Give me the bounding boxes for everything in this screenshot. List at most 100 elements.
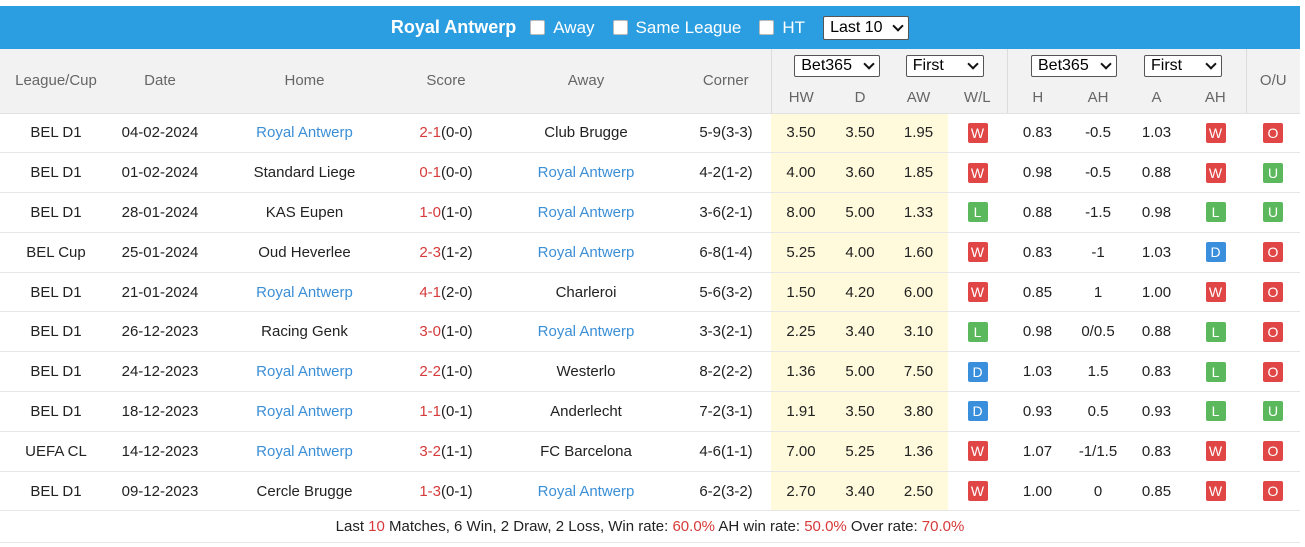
- odds-company-select[interactable]: Bet365: [794, 54, 881, 77]
- ah-line-cell: -0.5: [1068, 152, 1128, 194]
- date-cell: 14-12-2023: [112, 431, 208, 472]
- half-time-score: (1-0): [441, 203, 473, 221]
- corner-cell: 6-8(1-4): [681, 232, 771, 273]
- ah-result-cell: L: [1185, 311, 1246, 353]
- wl-cell: W: [948, 232, 1007, 273]
- home-team-cell[interactable]: Cercle Brugge: [208, 471, 401, 512]
- same-league-filter[interactable]: Same League: [612, 18, 741, 38]
- date-cell: 24-12-2023: [112, 351, 208, 393]
- wl-cell: L: [948, 192, 1007, 233]
- ah-period-select[interactable]: First: [1144, 54, 1222, 77]
- ah-result-badge: L: [1205, 361, 1226, 382]
- ou-badge: U: [1263, 162, 1283, 183]
- ah-company-select[interactable]: Bet365: [1031, 54, 1117, 77]
- away-team-cell[interactable]: Westerlo: [491, 351, 681, 393]
- hw-odds-cell: 3.50: [771, 113, 831, 154]
- away-team-cell[interactable]: Royal Antwerp: [491, 311, 681, 353]
- score-cell[interactable]: 0-1(0-0): [401, 152, 491, 194]
- home-team-cell[interactable]: Royal Antwerp: [208, 272, 401, 313]
- corner-cell: 8-2(2-2): [681, 351, 771, 393]
- summary-count: 10: [368, 518, 385, 535]
- home-team-cell[interactable]: Royal Antwerp: [208, 113, 401, 154]
- score-cell[interactable]: 3-2(1-1): [401, 431, 491, 472]
- date-cell: 26-12-2023: [112, 311, 208, 353]
- away-team-cell[interactable]: Charleroi: [491, 272, 681, 313]
- league-cell: BEL Cup: [0, 232, 112, 273]
- wl-cell: W: [948, 152, 1007, 194]
- score-cell[interactable]: 2-2(1-0): [401, 351, 491, 393]
- header-ah: AH: [1068, 82, 1128, 114]
- ou-badge: O: [1263, 481, 1283, 502]
- corner-cell: 3-6(2-1): [681, 192, 771, 233]
- half-time-score: (0-1): [441, 402, 473, 420]
- home-team-cell[interactable]: Royal Antwerp: [208, 391, 401, 432]
- table-row: BEL D1 28-01-2024 KAS Eupen 1-0(1-0) Royal A…: [0, 192, 1300, 233]
- last-matches-select[interactable]: Last 10: [823, 15, 910, 40]
- ht-filter[interactable]: HT: [759, 18, 805, 38]
- score-cell[interactable]: 4-1(2-0): [401, 272, 491, 313]
- header-d: D: [831, 82, 889, 114]
- aw-odds-cell: 1.60: [889, 232, 948, 273]
- away-team-cell[interactable]: Royal Antwerp: [491, 471, 681, 512]
- ah-result-cell: L: [1185, 192, 1246, 233]
- away-filter[interactable]: Away: [530, 18, 595, 38]
- ah-result-cell: W: [1185, 272, 1246, 313]
- away-team-cell[interactable]: Club Brugge: [491, 113, 681, 154]
- summary-line: Last 10 Matches, 6 Win, 2 Draw, 2 Loss, …: [0, 511, 1300, 543]
- score-cell[interactable]: 3-0(1-0): [401, 311, 491, 353]
- away-team-cell[interactable]: Royal Antwerp: [491, 232, 681, 273]
- ah-line-cell: 0: [1068, 471, 1128, 512]
- hw-odds-cell: 7.00: [771, 431, 831, 472]
- home-team-cell[interactable]: Royal Antwerp: [208, 351, 401, 393]
- header-ah-result: AH: [1185, 82, 1246, 114]
- home-team-cell[interactable]: Oud Heverlee: [208, 232, 401, 273]
- home-team-cell[interactable]: Standard Liege: [208, 152, 401, 194]
- ah-result-badge: L: [1205, 202, 1226, 223]
- table-row: BEL D1 09-12-2023 Cercle Brugge 1-3(0-1) Roy…: [0, 471, 1300, 512]
- summary-middle: Matches, 6 Win, 2 Draw, 2 Loss, Win rate…: [384, 518, 673, 535]
- league-cell: BEL D1: [0, 471, 112, 512]
- a-odds-cell: 0.83: [1128, 431, 1185, 472]
- wl-cell: W: [948, 471, 1007, 512]
- away-team-cell[interactable]: Royal Antwerp: [491, 152, 681, 194]
- wl-badge: W: [967, 162, 988, 183]
- ah-result-badge: W: [1205, 481, 1226, 502]
- score-cell[interactable]: 2-1(0-0): [401, 113, 491, 154]
- score-cell[interactable]: 2-3(1-2): [401, 232, 491, 273]
- away-team-cell[interactable]: Royal Antwerp: [491, 192, 681, 233]
- league-cell: BEL D1: [0, 351, 112, 393]
- d-odds-cell: 3.60: [831, 152, 889, 194]
- score-cell[interactable]: 1-0(1-0): [401, 192, 491, 233]
- corner-cell: 5-9(3-3): [681, 113, 771, 154]
- home-team-cell[interactable]: Racing Genk: [208, 311, 401, 353]
- away-team-cell[interactable]: FC Barcelona: [491, 431, 681, 472]
- d-odds-cell: 5.00: [831, 192, 889, 233]
- score-cell[interactable]: 1-1(0-1): [401, 391, 491, 432]
- wl-badge: W: [967, 481, 988, 502]
- a-odds-cell: 1.03: [1128, 232, 1185, 273]
- away-checkbox[interactable]: [530, 20, 546, 35]
- half-time-score: (1-0): [441, 323, 473, 341]
- corner-cell: 3-3(2-1): [681, 311, 771, 353]
- a-odds-cell: 1.00: [1128, 272, 1185, 313]
- half-time-score: (0-0): [441, 164, 473, 182]
- header-ou: O/U: [1245, 49, 1300, 114]
- ah-result-cell: L: [1185, 391, 1246, 432]
- wl-badge: W: [967, 122, 988, 143]
- wl-badge: W: [967, 242, 988, 263]
- ah-result-cell: W: [1185, 113, 1246, 154]
- table-row: BEL D1 26-12-2023 Racing Genk 3-0(1-0) Royal…: [0, 311, 1300, 353]
- odds-period-select[interactable]: First: [905, 54, 984, 77]
- home-team-cell[interactable]: Royal Antwerp: [208, 431, 401, 472]
- a-odds-cell: 0.85: [1128, 471, 1185, 512]
- score-cell[interactable]: 1-3(0-1): [401, 471, 491, 512]
- aw-odds-cell: 1.36: [889, 431, 948, 472]
- league-cell: BEL D1: [0, 192, 112, 233]
- header-a: A: [1128, 82, 1185, 114]
- ht-checkbox[interactable]: [759, 20, 775, 35]
- same-league-checkbox[interactable]: [612, 20, 628, 35]
- half-time-score: (1-0): [441, 363, 473, 381]
- away-team-cell[interactable]: Anderlecht: [491, 391, 681, 432]
- home-team-cell[interactable]: KAS Eupen: [208, 192, 401, 233]
